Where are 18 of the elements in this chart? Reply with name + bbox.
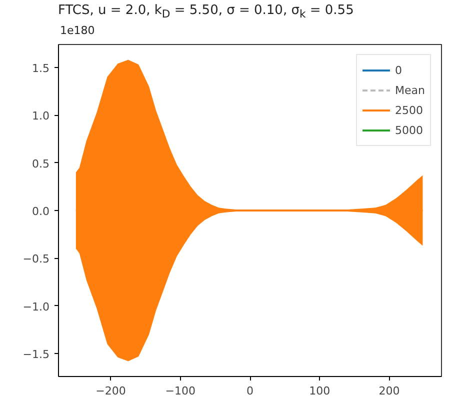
x-tick-label: −200 — [96, 384, 126, 398]
y-tick-label: 0.0 — [32, 205, 50, 218]
legend-label: Mean — [395, 84, 425, 96]
y-tick-label: −0.5 — [22, 252, 50, 266]
y-tick-label: 0.5 — [32, 157, 50, 170]
text: 1e180 — [59, 24, 96, 38]
x-tick-label: 100 — [309, 384, 330, 398]
y-tick-label: 1.5 — [32, 62, 50, 75]
y-tick-label: −1.5 — [22, 348, 50, 362]
y-tick-label: −1.0 — [22, 300, 50, 314]
x-tick-label: −100 — [165, 384, 196, 398]
legend-label: 2500 — [395, 104, 424, 116]
x-tick-label: 200 — [378, 384, 400, 398]
legend-label: 5000 — [395, 124, 424, 136]
chart-title: FTCS, u = 2.0, k$_{D}$ = 5.50, σ = 0.10, σ$_{k}$ = 0.55 — [57, 2, 355, 23]
y-tick-label: 1.0 — [32, 110, 50, 123]
x-tick-label: 0 — [246, 384, 254, 398]
legend-label: 0 — [395, 64, 404, 76]
